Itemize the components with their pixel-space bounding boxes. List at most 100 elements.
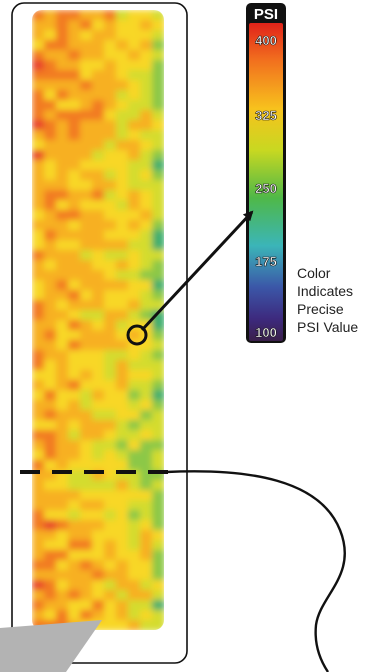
colorbar-tick-label: 400	[255, 33, 277, 48]
heatmap-cell	[92, 560, 105, 571]
heatmap-cell	[56, 20, 69, 31]
heatmap-cell	[68, 460, 81, 471]
heatmap-cell	[104, 380, 117, 391]
heatmap-cell	[92, 50, 105, 61]
heatmap-cell	[68, 350, 81, 361]
annotation-text: Color Indicates Precise PSI Value	[297, 264, 381, 336]
heatmap-cell	[68, 360, 81, 371]
heatmap-cell	[80, 240, 93, 251]
heatmap-cell	[140, 540, 153, 551]
heatmap-cell	[152, 170, 164, 181]
heatmap-cell	[80, 380, 93, 391]
heatmap-cell	[104, 370, 117, 381]
heatmap-cell	[80, 290, 93, 301]
heatmap-cell	[68, 560, 81, 571]
heatmap-cell	[140, 390, 153, 401]
heatmap-cell	[80, 180, 93, 191]
heatmap-cell	[140, 260, 153, 271]
heatmap-cell	[80, 150, 93, 161]
heatmap-cell	[140, 70, 153, 81]
heatmap-cell	[140, 480, 153, 491]
heatmap-cell	[44, 420, 57, 431]
heatmap-cell	[44, 290, 57, 301]
heatmap-cell	[44, 280, 57, 291]
heatmap-cell	[68, 570, 81, 581]
heatmap-cell	[32, 260, 45, 271]
heatmap-cell	[104, 490, 117, 501]
heatmap-cell	[104, 450, 117, 461]
heatmap-cell	[128, 430, 141, 441]
heatmap-cell	[128, 610, 141, 621]
heatmap-cell	[68, 50, 81, 61]
heatmap-cell	[140, 600, 153, 611]
heatmap-cell	[56, 540, 69, 551]
heatmap-cell	[44, 480, 57, 491]
heatmap-cell	[68, 610, 81, 621]
heatmap-cell	[44, 210, 57, 221]
heatmap-cell	[104, 140, 117, 151]
heatmap-cell	[56, 300, 69, 311]
heatmap-cell	[128, 500, 141, 511]
heatmap-cell	[152, 90, 164, 101]
heatmap-cell	[92, 510, 105, 521]
heatmap-cell	[104, 130, 117, 141]
heatmap-cell	[32, 240, 45, 251]
heatmap-cell	[56, 50, 69, 61]
heatmap-cell	[92, 450, 105, 461]
heatmap-cell	[128, 120, 141, 131]
heatmap-cell	[140, 550, 153, 561]
heatmap-cell	[56, 350, 69, 361]
heatmap-cell	[152, 280, 164, 291]
heatmap-cell	[32, 140, 45, 151]
heatmap-cell	[32, 190, 45, 201]
heatmap-cell	[92, 240, 105, 251]
heatmap-cell	[92, 610, 105, 621]
heatmap-cell	[116, 440, 129, 451]
heatmap-cell	[32, 170, 45, 181]
heatmap-cell	[104, 210, 117, 221]
heatmap-cell	[56, 280, 69, 291]
heatmap-cell	[140, 140, 153, 151]
heatmap-cell	[140, 590, 153, 601]
heatmap-cell	[104, 550, 117, 561]
heatmap-cell	[92, 580, 105, 591]
heatmap-cell	[152, 250, 164, 261]
heatmap-cell	[56, 490, 69, 501]
heatmap-cell	[44, 130, 57, 141]
heatmap-cell	[56, 250, 69, 261]
heatmap-cell	[80, 460, 93, 471]
heatmap-cell	[116, 130, 129, 141]
heatmap-cell	[32, 340, 45, 351]
heatmap-cell	[68, 220, 81, 231]
heatmap-cell	[80, 520, 93, 531]
heatmap-cell	[104, 400, 117, 411]
heatmap-cell	[116, 30, 129, 41]
heatmap-cell	[152, 80, 164, 91]
heatmap-cell	[128, 350, 141, 361]
heatmap-cell	[104, 480, 117, 491]
heatmap-cell	[128, 520, 141, 531]
heatmap-cell	[92, 440, 105, 451]
heatmap-cell	[128, 150, 141, 161]
heatmap-cell	[32, 500, 45, 511]
heatmap-cell	[80, 330, 93, 341]
heatmap-cell	[128, 370, 141, 381]
heatmap-cell	[152, 180, 164, 191]
heatmap-cell	[68, 590, 81, 601]
heatmap-cell	[128, 140, 141, 151]
heatmap-cell	[44, 320, 57, 331]
heatmap-cell	[104, 260, 117, 271]
heatmap-cell	[92, 530, 105, 541]
heatmap-cell	[140, 240, 153, 251]
heatmap-cell	[128, 310, 141, 321]
heatmap-cell	[92, 270, 105, 281]
heatmap-cell	[80, 230, 93, 241]
heatmap-cell	[68, 500, 81, 511]
heatmap-cell	[56, 380, 69, 391]
heatmap-cell	[68, 80, 81, 91]
heatmap-cell	[104, 350, 117, 361]
heatmap-cell	[32, 540, 45, 551]
heatmap-cell	[104, 340, 117, 351]
heatmap-cell	[32, 280, 45, 291]
